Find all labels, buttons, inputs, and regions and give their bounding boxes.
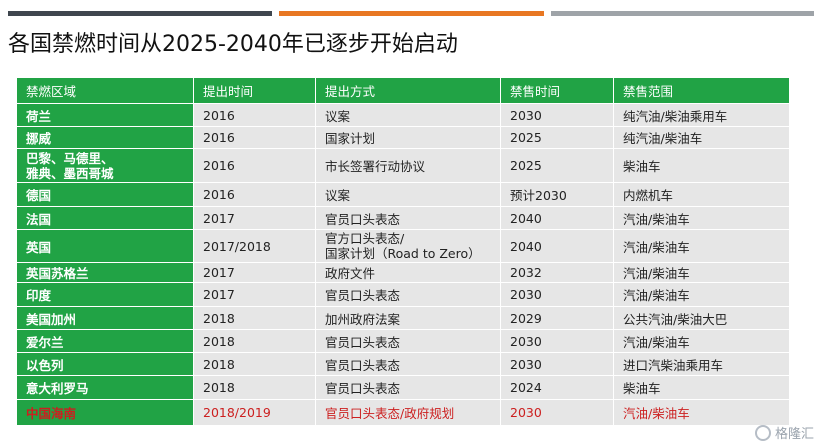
scope-cell: 柴油车 xyxy=(613,148,790,183)
table-row: 英国苏格兰 2017 政府文件 2032 汽油/柴油车 xyxy=(16,262,790,283)
region-cell: 法国 xyxy=(16,206,194,230)
table-row: 德国 2016 议案 预计2030 内燃机车 xyxy=(16,182,790,207)
ban-year-cell: 2030 xyxy=(500,352,614,376)
region-cell: 意大利罗马 xyxy=(16,375,194,400)
method-cell: 政府文件 xyxy=(315,262,501,283)
ban-year-cell: 2040 xyxy=(500,206,614,230)
ban-table: 禁燃区域 提出时间 提出方式 禁售时间 禁售范围 荷兰 2016 议案 2030… xyxy=(16,77,790,426)
year-cell: 2017/2018 xyxy=(193,229,316,263)
method-cell: 市长签署行动协议 xyxy=(315,148,501,183)
region-line-2: 雅典、墨西哥城 xyxy=(26,165,114,181)
ban-year-cell: 2025 xyxy=(500,126,614,149)
col-header-method: 提出方式 xyxy=(315,77,501,104)
region-cell: 中国海南 xyxy=(16,399,194,426)
year-cell: 2016 xyxy=(193,103,316,127)
ban-year-cell: 2029 xyxy=(500,306,614,330)
ban-year-cell: 预计2030 xyxy=(500,182,614,207)
table-row: 爱尔兰 2018 官员口头表态 2030 汽油/柴油车 xyxy=(16,329,790,353)
table-row: 英国 2017/2018 官方口头表态/国家计划（Road to Zero） 2… xyxy=(16,229,790,263)
method-cell: 官员口头表态 xyxy=(315,206,501,230)
region-cell: 英国 xyxy=(16,229,194,263)
method-cell: 官员口头表态/政府规划 xyxy=(315,399,501,426)
watermark-logo-icon xyxy=(754,424,771,441)
region-cell: 以色列 xyxy=(16,352,194,376)
ban-year-cell: 2030 xyxy=(500,282,614,307)
year-cell: 2016 xyxy=(193,182,316,207)
scope-cell: 公共汽油/柴油大巴 xyxy=(613,306,790,330)
method-cell: 官方口头表态/国家计划（Road to Zero） xyxy=(315,229,501,263)
year-cell: 2016 xyxy=(193,126,316,149)
ban-year-cell: 2030 xyxy=(500,399,614,426)
method-cell: 官员口头表态 xyxy=(315,352,501,376)
top-bar-orange xyxy=(279,11,544,16)
year-cell: 2018 xyxy=(193,306,316,330)
scope-cell: 汽油/柴油车 xyxy=(613,262,790,283)
scope-cell: 进口汽柴油乘用车 xyxy=(613,352,790,376)
scope-cell: 汽油/柴油车 xyxy=(613,282,790,307)
region-cell: 挪威 xyxy=(16,126,194,149)
region-cell: 爱尔兰 xyxy=(16,329,194,353)
scope-cell: 纯汽油/柴油乘用车 xyxy=(613,103,790,127)
scope-cell: 内燃机车 xyxy=(613,182,790,207)
ban-year-cell: 2024 xyxy=(500,375,614,400)
table-header-row: 禁燃区域 提出时间 提出方式 禁售时间 禁售范围 xyxy=(16,77,790,104)
col-header-ban-year: 禁售时间 xyxy=(500,77,614,104)
ban-year-cell: 2030 xyxy=(500,103,614,127)
table-row: 以色列 2018 官员口头表态 2030 进口汽柴油乘用车 xyxy=(16,352,790,376)
ban-year-cell: 2030 xyxy=(500,329,614,353)
region-cell: 美国加州 xyxy=(16,306,194,330)
year-cell: 2017 xyxy=(193,262,316,283)
method-cell: 国家计划 xyxy=(315,126,501,149)
top-bar-gray xyxy=(551,11,814,16)
year-cell: 2016 xyxy=(193,148,316,183)
table-row: 巴黎、马德里、 雅典、墨西哥城 2016 市长签署行动协议 2025 柴油车 xyxy=(16,148,790,183)
table-row: 法国 2017 官员口头表态 2040 汽油/柴油车 xyxy=(16,206,790,230)
region-cell: 德国 xyxy=(16,182,194,207)
method-cell: 议案 xyxy=(315,103,501,127)
table-row: 意大利罗马 2018 官员口头表态 2024 柴油车 xyxy=(16,375,790,400)
method-cell: 官员口头表态 xyxy=(315,375,501,400)
year-cell: 2018 xyxy=(193,352,316,376)
region-cell: 英国苏格兰 xyxy=(16,262,194,283)
region-cell: 荷兰 xyxy=(16,103,194,127)
year-cell: 2018/2019 xyxy=(193,399,316,426)
watermark-text: 格隆汇 xyxy=(774,427,814,442)
ban-year-cell: 2040 xyxy=(500,229,614,263)
method-cell: 加州政府法案 xyxy=(315,306,501,330)
region-cell: 巴黎、马德里、 雅典、墨西哥城 xyxy=(16,148,194,183)
scope-cell: 柴油车 xyxy=(613,375,790,400)
table-row: 印度 2017 官员口头表态 2030 汽油/柴油车 xyxy=(16,282,790,307)
table-row-highlight: 中国海南 2018/2019 官员口头表态/政府规划 2030 汽油/柴油车 xyxy=(16,399,790,426)
region-cell: 印度 xyxy=(16,282,194,307)
method-cell: 官员口头表态 xyxy=(315,282,501,307)
top-bar-dark xyxy=(8,11,272,16)
scope-cell: 纯汽油/柴油车 xyxy=(613,126,790,149)
region-line-1: 巴黎、马德里、 xyxy=(26,150,114,166)
scope-cell: 汽油/柴油车 xyxy=(613,399,790,426)
scope-cell: 汽油/柴油车 xyxy=(613,229,790,263)
col-header-region: 禁燃区域 xyxy=(16,77,194,104)
year-cell: 2018 xyxy=(193,329,316,353)
col-header-year: 提出时间 xyxy=(193,77,316,104)
col-header-scope: 禁售范围 xyxy=(613,77,790,104)
year-cell: 2017 xyxy=(193,206,316,230)
table-row: 美国加州 2018 加州政府法案 2029 公共汽油/柴油大巴 xyxy=(16,306,790,330)
method-line-1: 官方口头表态/ xyxy=(325,231,405,246)
method-line-2: 国家计划（Road to Zero） xyxy=(325,246,481,261)
year-cell: 2018 xyxy=(193,375,316,400)
method-cell: 官员口头表态 xyxy=(315,329,501,353)
page-title: 各国禁燃时间从2025-2040年已逐步开始启动 xyxy=(8,32,458,57)
ban-year-cell: 2025 xyxy=(500,148,614,183)
watermark: 格隆汇 xyxy=(754,423,814,442)
table-row: 荷兰 2016 议案 2030 纯汽油/柴油乘用车 xyxy=(16,103,790,127)
table-row: 挪威 2016 国家计划 2025 纯汽油/柴油车 xyxy=(16,126,790,149)
ban-year-cell: 2032 xyxy=(500,262,614,283)
year-cell: 2017 xyxy=(193,282,316,307)
method-cell: 议案 xyxy=(315,182,501,207)
scope-cell: 汽油/柴油车 xyxy=(613,329,790,353)
scope-cell: 汽油/柴油车 xyxy=(613,206,790,230)
